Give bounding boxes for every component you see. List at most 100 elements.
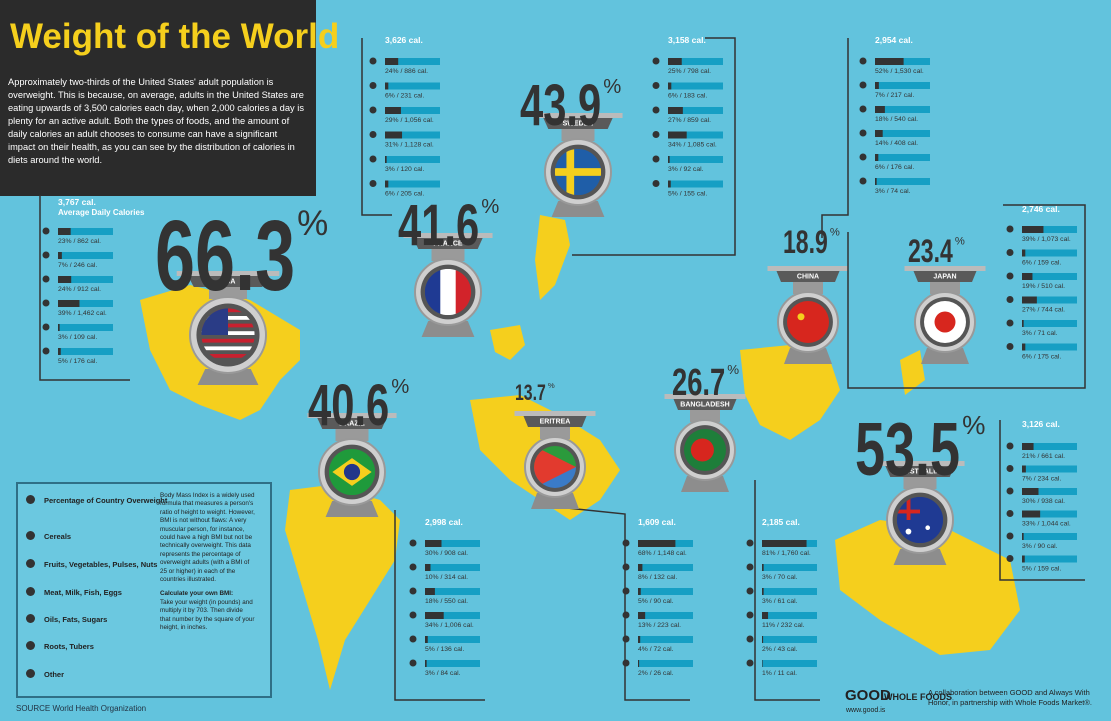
overweight-group: 18.9 [783,224,828,260]
food-icon [859,129,867,137]
country-name: AUSTRALIA [900,468,940,475]
bar [875,82,879,89]
row-label: 6% / 205 cal. [385,191,424,198]
row-label: 13% / 223 cal. [638,622,681,629]
scale-plate [514,411,596,416]
bar [1022,320,1024,327]
flag-stripe [201,354,255,358]
food-icon [42,251,50,259]
leader-line [394,510,485,701]
overweight-value: 41.6 [398,192,479,257]
row-label: 2% / 43 cal. [762,646,798,653]
scale-neck [209,287,247,299]
flag-globe [343,463,361,481]
intro: Approximately two-thirds of the United S… [8,77,304,165]
overweight-value: 18.9 [783,224,828,260]
overweight-value: 40.6 [308,372,389,437]
bar-track [425,588,480,595]
bar [1022,249,1026,257]
row-label: 24% / 912 cal. [58,286,101,293]
bar [1022,296,1037,304]
credit: A collaboration between GOOD and Always … [928,688,1092,707]
row-label: 7% / 234 cal. [1022,476,1061,483]
good-url: www.good.is [845,707,886,714]
total-calories: 3,126 cal. [1022,419,1060,429]
bar-track [1022,343,1077,351]
bar-track [425,612,480,619]
bar-track [875,82,930,89]
bar-track [762,612,817,619]
overweight-group: 40.6 [308,372,389,437]
total-calories: 3,626 cal. [385,35,423,45]
percent-sign: % [548,381,555,390]
row-label: 7% / 217 cal. [875,92,914,99]
bar-track [58,300,113,307]
food-icon [1006,465,1014,472]
food-icon [1006,296,1014,303]
bar-track [638,564,693,571]
bar [1022,273,1033,280]
bar-track [762,636,817,643]
bar [762,564,764,571]
scale-banner [317,418,387,429]
bar-track [638,612,693,619]
total-calories: 3,767 cal. [58,197,96,207]
flag-cross [554,168,602,176]
flag-stripe [201,338,255,343]
scale-plate [767,266,849,271]
bar [875,154,879,161]
food-icon [622,659,630,667]
bar [385,58,399,65]
bar [1022,533,1024,540]
food-icon [409,563,417,571]
bar [1022,488,1039,495]
food-icon [409,659,417,667]
scale-base [551,201,605,217]
bar [762,540,807,547]
bar [875,58,904,65]
legend-item: Meat, Milk, Fish, Eggs [44,588,122,597]
scale-plate [176,271,280,276]
flag-star [797,313,805,321]
bar [425,540,442,547]
bar [1022,343,1026,351]
bar-track [875,154,930,161]
overweight-value: 43.9 [520,72,601,137]
bar [58,276,72,283]
scale-base [921,348,969,364]
bar [762,660,763,667]
food-icon [369,180,377,187]
bar-track [1022,555,1077,563]
food-icon [622,635,630,643]
scale-base [784,348,832,364]
flag [534,446,576,488]
bar-track [1022,226,1077,233]
scale-neck [540,427,570,439]
scale-base [325,501,379,517]
row-label: 4% / 72 cal. [638,646,674,653]
bar-track [58,324,113,331]
bar-track [638,660,693,667]
food-icon [622,539,630,547]
legend-item: Roots, Tubers [44,642,94,651]
percent-sign: % [955,235,965,247]
legend-icon [26,495,35,504]
flag-field [787,301,829,343]
food-icon [369,106,377,114]
leader-line [566,507,690,701]
bar-track [668,58,723,65]
legend-item: Other [44,670,65,679]
bar [875,106,885,113]
food-icon [859,57,867,65]
legend-icon [26,614,35,623]
row-label: 3% / 74 cal. [875,188,911,195]
overweight-group: 26.7 [672,362,725,404]
row-label: 3% / 84 cal. [425,670,461,677]
food-icon [409,587,417,595]
food-icon [746,611,754,619]
country-name: ERITREA [540,418,571,425]
food-icon [42,347,50,355]
row-label: 5% / 136 cal. [425,646,464,653]
food-icon [409,539,417,547]
scale-base [681,476,729,492]
